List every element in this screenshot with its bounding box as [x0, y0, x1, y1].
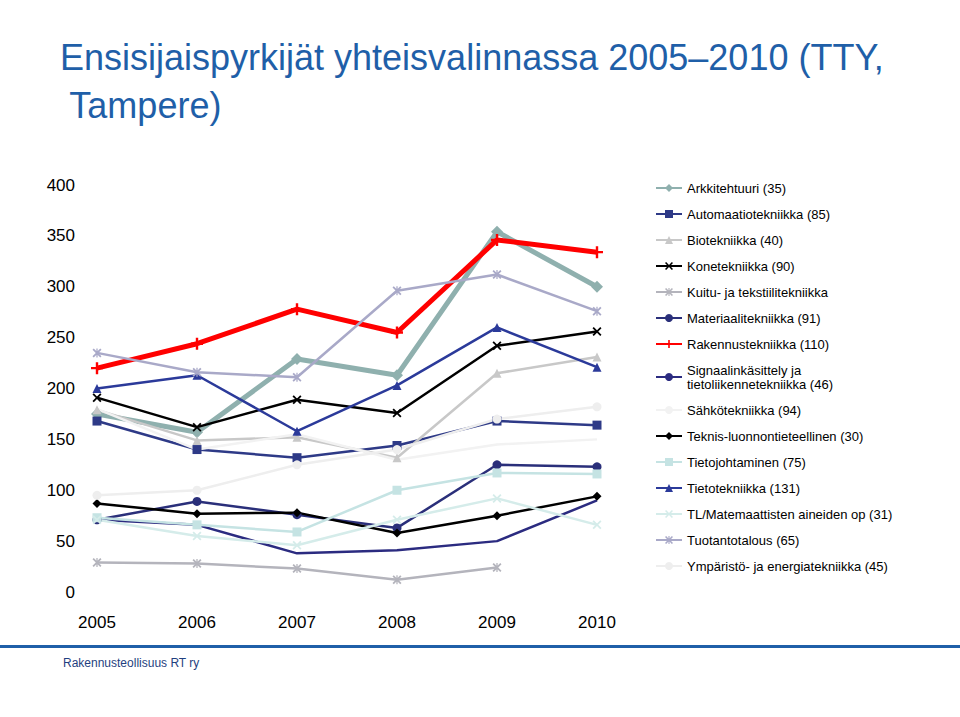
svg-text:400: 400 [47, 176, 75, 195]
svg-text:350: 350 [47, 226, 75, 245]
svg-text:2006: 2006 [178, 613, 216, 632]
svg-text:Tietojohtaminen (75): Tietojohtaminen (75) [687, 455, 806, 470]
svg-text:Konetekniikka (90): Konetekniikka (90) [687, 259, 795, 274]
svg-text:200: 200 [47, 379, 75, 398]
svg-text:2005: 2005 [78, 613, 116, 632]
svg-text:Rakennusteollisuus RT ry: Rakennusteollisuus RT ry [63, 656, 199, 670]
svg-text:2007: 2007 [278, 613, 316, 632]
svg-text:2009: 2009 [478, 613, 516, 632]
svg-text:2010: 2010 [578, 613, 616, 632]
svg-text:tietoliikennetekniikka (46): tietoliikennetekniikka (46) [687, 377, 833, 392]
svg-text:Signaalinkäsittely ja: Signaalinkäsittely ja [687, 363, 805, 378]
svg-text:Ympäristö- ja energiatekniikka: Ympäristö- ja energiatekniikka (45) [687, 559, 888, 574]
svg-text:Rakennustekniikka (110): Rakennustekniikka (110) [687, 337, 829, 352]
svg-text:Materiaalitekniikka (91): Materiaalitekniikka (91) [687, 311, 821, 326]
svg-text:TL/Matemaattisten aineiden op: TL/Matemaattisten aineiden op (31) [687, 507, 892, 522]
svg-text:Tuotantotalous (65): Tuotantotalous (65) [687, 533, 799, 548]
svg-text:100: 100 [47, 481, 75, 500]
svg-text:2008: 2008 [378, 613, 416, 632]
svg-text:150: 150 [47, 430, 75, 449]
svg-text:Sähkötekniikka (94): Sähkötekniikka (94) [687, 403, 801, 418]
svg-text:0: 0 [66, 583, 75, 602]
svg-text:50: 50 [56, 532, 75, 551]
svg-text:Ensisijaispyrkijät yhteisvalin: Ensisijaispyrkijät yhteisvalinnassa 2005… [60, 37, 884, 78]
svg-text:Automaatiotekniikka (85): Automaatiotekniikka (85) [687, 207, 830, 222]
svg-text:Tampere): Tampere) [60, 85, 221, 126]
svg-text:250: 250 [47, 328, 75, 347]
svg-text:Arkkitehtuuri (35): Arkkitehtuuri (35) [687, 181, 786, 196]
svg-text:Teknis-luonnontieteellinen (30: Teknis-luonnontieteellinen (30) [687, 429, 863, 444]
svg-text:Tietotekniikka (131): Tietotekniikka (131) [687, 481, 800, 496]
svg-text:Kuitu- ja tekstiilitekniikka: Kuitu- ja tekstiilitekniikka [687, 285, 829, 300]
svg-text:Biotekniikka (40): Biotekniikka (40) [687, 233, 783, 248]
svg-text:300: 300 [47, 277, 75, 296]
